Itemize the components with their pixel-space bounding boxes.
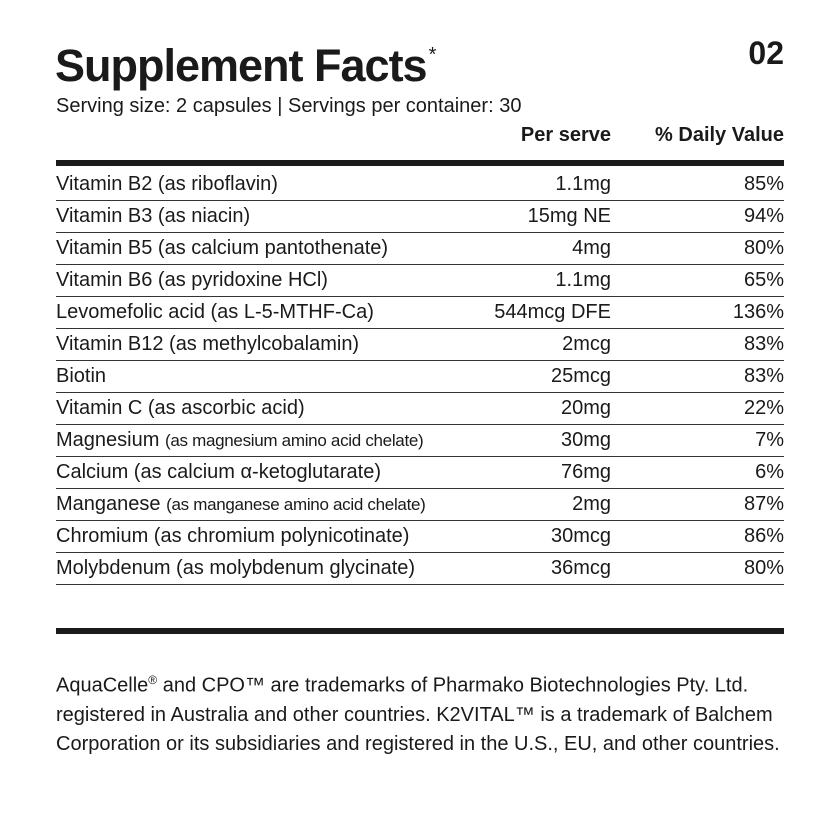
nutrient-main: Manganese [56,493,161,515]
table-row: Levomefolic acid (as L-5-MTHF-Ca) 544mcg … [56,297,784,329]
nutrient-name: Manganese (as manganese amino acid chela… [56,489,426,520]
nutrient-source: (as magnesium amino acid chelate) [164,431,424,450]
daily-value: 22% [743,397,784,419]
table-row: Molybdenum (as molybdenum glycinate) 36mc… [56,553,784,585]
nutrient-main: Vitamin C (as ascorbic acid) [56,397,305,419]
nutrient-main: Levomefolic acid (as L-5-MTHF-Ca) [56,301,374,323]
amount-per-serve: 36mcg [550,557,611,579]
nutrient-main: Vitamin B6 (as pyridoxine HCl) [56,269,328,291]
daily-value: 83% [743,333,784,355]
nutrient-main: Magnesium [56,429,160,451]
footnote: AquaCelle® and CPO™ are trademarks of Ph… [56,673,780,755]
serving-info: Serving size: 2 capsules | Servings per … [56,95,522,117]
nutrient-name: Chromium (as chromium polynicotinate) [56,521,409,552]
daily-value: 87% [743,493,784,515]
header-per-serve: Per serve [520,124,611,146]
nutrient-name: Vitamin B12 (as methylcobalamin) [56,329,359,360]
nutrient-name: Vitamin B5 (as calcium pantothenate) [56,233,388,264]
nutrient-name: Vitamin C (as ascorbic acid) [56,393,305,424]
amount-per-serve: 30mcg [550,525,611,547]
column-headers: Per serve % Daily Value [56,124,784,150]
nutrient-main: Chromium (as chromium polynicotinate) [56,525,410,547]
top-rule [56,160,784,166]
amount-per-serve: 4mg [572,237,611,259]
amount-per-serve: 76mg [560,461,611,483]
table-row: Vitamin B3 (as niacin) 15mg NE 94% [56,201,784,233]
nutrient-name: Molybdenum (as molybdenum glycinate) [56,553,415,584]
nutrient-source: (as manganese amino acid chelate) [166,495,426,514]
amount-per-serve: 30mg [560,429,611,451]
amount-per-serve: 1.1mg [555,269,611,291]
nutrient-main: Vitamin B2 (as riboflavin) [56,173,278,195]
table-row: Vitamin B6 (as pyridoxine HCl) 1.1mg 65% [56,265,784,297]
daily-value: 86% [743,525,784,547]
daily-value: 85% [743,173,784,195]
page-title: Supplement Facts * [55,40,437,92]
nutrient-name: Magnesium (as magnesium amino acid chela… [56,425,424,456]
daily-value: 6% [755,461,784,483]
nutrient-name: Levomefolic acid (as L-5-MTHF-Ca) [56,297,374,328]
nutrient-main: Biotin [56,365,107,387]
table-row: Calcium (as calcium α-ketoglutarate) 76mg… [56,457,784,489]
nutrient-main: Vitamin B5 (as calcium pantothenate) [56,237,389,259]
amount-per-serve: 2mcg [562,333,611,355]
daily-value: 136% [732,301,784,323]
nutrient-name: Biotin [56,361,106,392]
nutrient-main: Calcium (as calcium α-ketoglutarate) [56,461,381,483]
table-row: Vitamin C (as ascorbic acid) 20mg 22% [56,393,784,425]
daily-value: 7% [755,429,784,451]
daily-value: 65% [743,269,784,291]
table-row: Biotin 25mcg 83% [56,361,784,393]
nutrient-main: Vitamin B12 (as methylcobalamin) [56,333,360,355]
amount-per-serve: 1.1mg [555,173,611,195]
title-text: Supplement Facts [55,40,428,91]
nutrient-name: Vitamin B2 (as riboflavin) [56,169,278,200]
table-row: Vitamin B5 (as calcium pantothenate) 4mg 8… [56,233,784,265]
daily-value: 80% [743,237,784,259]
table-row: Chromium (as chromium polynicotinate) 30m… [56,521,784,553]
amount-per-serve: 15mg NE [527,205,611,227]
nutrient-table: Vitamin B2 (as riboflavin) 1.1mg 85% Vitami… [56,169,784,585]
table-row: Magnesium (as magnesium amino acid chela… [56,425,784,457]
page-number: 02 [748,35,784,71]
nutrient-name: Vitamin B3 (as niacin) [56,201,250,232]
table-row: Manganese (as manganese amino acid chela… [56,489,784,521]
nutrient-name: Calcium (as calcium α-ketoglutarate) [56,457,381,488]
daily-value: 94% [743,205,784,227]
nutrient-name: Vitamin B6 (as pyridoxine HCl) [56,265,328,296]
bottom-rule [56,628,784,634]
table-row: Vitamin B12 (as methylcobalamin) 2mcg 83% [56,329,784,361]
nutrient-main: Vitamin B3 (as niacin) [56,205,251,227]
header-daily-value: % Daily Value [655,124,784,146]
table-row: Vitamin B2 (as riboflavin) 1.1mg 85% [56,169,784,201]
nutrient-main: Molybdenum (as molybdenum glycinate) [56,557,416,579]
amount-per-serve: 2mg [572,493,611,515]
amount-per-serve: 544mcg DFE [494,301,611,323]
asterisk: * [428,44,437,66]
amount-per-serve: 20mg [560,397,611,419]
daily-value: 80% [743,557,784,579]
daily-value: 83% [743,365,784,387]
amount-per-serve: 25mcg [550,365,611,387]
